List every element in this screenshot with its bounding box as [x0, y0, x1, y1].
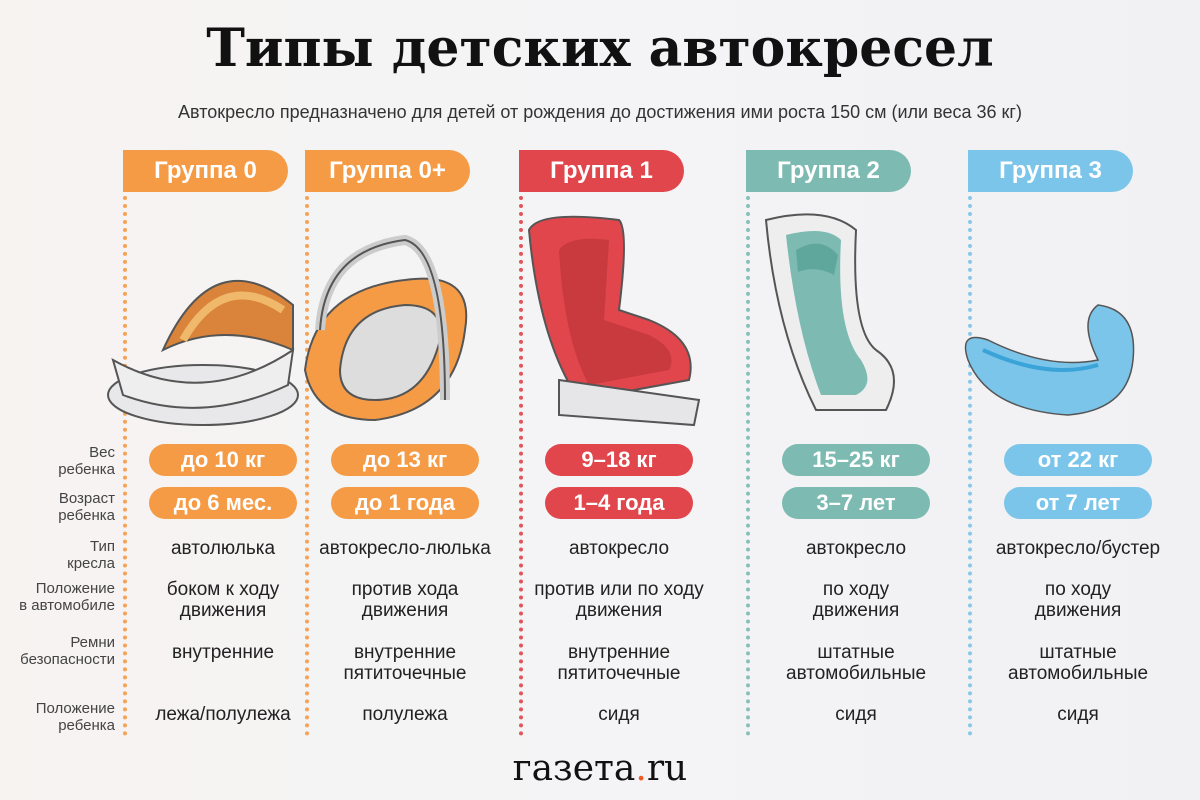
row-label-line: Положение — [35, 700, 115, 717]
safety-belts: внутренние пятиточечные — [343, 642, 467, 684]
row-label-line: кресла — [67, 555, 115, 572]
seat-type: автокресло/бустер — [995, 538, 1161, 559]
dotted-divider — [746, 196, 750, 736]
seat-type: автокресло — [805, 538, 907, 559]
age-badge: 3–7 лет — [782, 487, 930, 519]
weight-badge: от 22 кг — [1004, 444, 1152, 476]
weight-badge: 15–25 кг — [782, 444, 930, 476]
child-position: сидя — [1057, 704, 1099, 725]
weight-badge: 9–18 кг — [545, 444, 693, 476]
group-header: Группа 3 — [968, 150, 1133, 192]
safety-belts: штатные автомобильные — [786, 642, 927, 684]
subtitle: Автокресло предназначено для детей от ро… — [178, 102, 1022, 122]
row-label-line: ребенка — [58, 461, 115, 478]
row-label-line: безопасности — [20, 651, 115, 668]
logo-tld: ru — [646, 748, 688, 789]
car-position: против или по ходу движения — [534, 579, 704, 621]
group-header: Группа 2 — [746, 150, 911, 192]
group-header: Группа 0+ — [305, 150, 470, 192]
booster-icon — [964, 304, 1135, 416]
seat-type: автокресло-люлька — [319, 538, 491, 559]
dotted-divider — [123, 196, 127, 736]
child-seat-icon — [527, 215, 701, 427]
logo-dot: . — [635, 748, 647, 789]
highback-seat-icon — [764, 213, 895, 411]
seat-type: автокресло — [568, 538, 670, 559]
row-label-line: Положение — [35, 580, 115, 597]
row-label-line: в автомобиле — [19, 597, 115, 614]
page-title: Типы детских автокресел — [206, 18, 994, 79]
infant-carrier-icon — [303, 234, 468, 422]
group-header: Группа 0 — [123, 150, 288, 192]
dotted-divider — [305, 196, 309, 736]
group-header: Группа 1 — [519, 150, 684, 192]
car-position: боком к ходу движения — [166, 579, 280, 621]
seat-type: автолюлька — [170, 538, 276, 559]
age-badge: до 1 года — [331, 487, 479, 519]
age-badge: до 6 мес. — [149, 487, 297, 519]
row-label: Тип кресла — [0, 538, 115, 572]
child-position: сидя — [835, 704, 877, 725]
safety-belts: штатные автомобильные — [1008, 642, 1149, 684]
row-label: Положение в автомобиле — [0, 580, 115, 614]
row-label: Ремни безопасности — [0, 634, 115, 668]
gazeta-ru-logo: газета.ru — [0, 748, 1200, 789]
row-label-line: Возраст — [58, 490, 115, 507]
dotted-divider — [519, 196, 523, 736]
row-label-line: ребенка — [58, 507, 115, 524]
row-label-line: Вес — [89, 444, 115, 461]
child-position: сидя — [598, 704, 640, 725]
car-position: по ходу движения — [812, 579, 900, 621]
child-position: лежа/полулежа — [155, 704, 291, 725]
weight-badge: до 13 кг — [331, 444, 479, 476]
row-label: Вес ребенка — [0, 444, 115, 478]
row-label: Возраст ребенка — [0, 490, 115, 524]
child-position: полулежа — [362, 704, 448, 725]
row-label-line: Ремни — [70, 634, 115, 651]
dotted-divider — [968, 196, 972, 736]
safety-belts: внутренние — [171, 642, 275, 663]
row-label: Положение ребенка — [0, 700, 115, 734]
age-badge: 1–4 года — [545, 487, 693, 519]
row-label-line: Тип — [89, 538, 115, 555]
logo-main: газета — [512, 748, 636, 789]
safety-belts: внутренние пятиточечные — [557, 642, 681, 684]
car-position: по ходу движения — [1034, 579, 1122, 621]
carrycot-icon — [107, 279, 299, 426]
age-badge: от 7 лет — [1004, 487, 1152, 519]
row-label-line: ребенка — [58, 717, 115, 734]
car-position: против хода движения — [351, 579, 459, 621]
weight-badge: до 10 кг — [149, 444, 297, 476]
